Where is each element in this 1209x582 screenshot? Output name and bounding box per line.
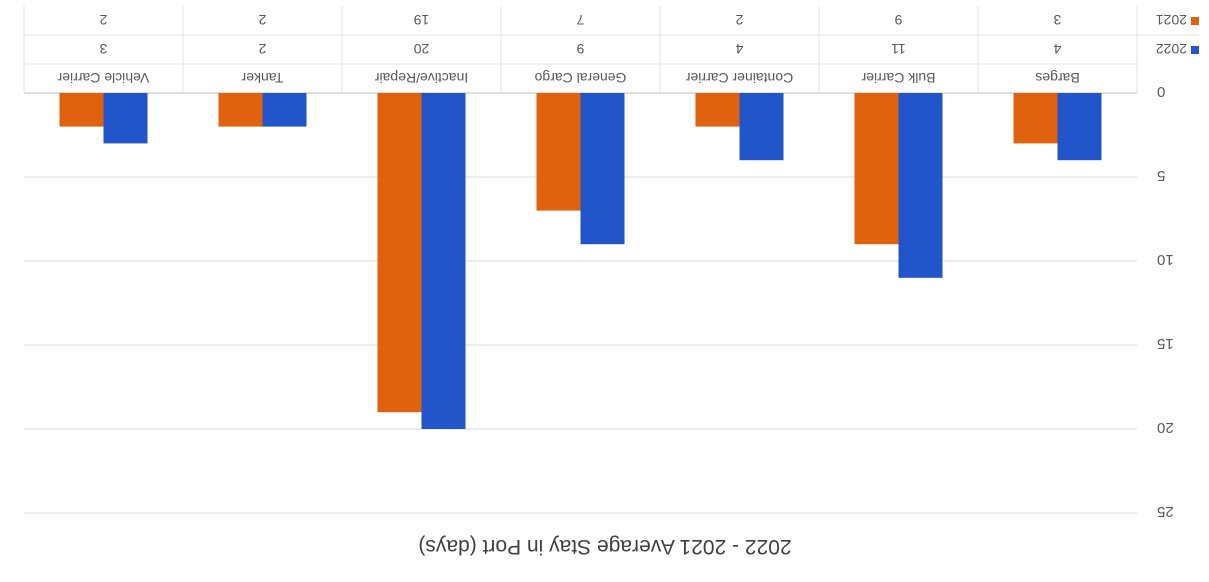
category-label: Container Carrier [685,70,793,86]
bar-2022-inactive-repair [421,93,466,429]
category-label: Barges [1035,70,1079,86]
y-tick-label: 5 [1157,167,1165,184]
y-tick-label: 15 [1157,335,1174,352]
y-tick-label: 20 [1157,419,1174,436]
bar-2021-bulk-carrier [854,93,899,245]
bar-2022-container-carrier [739,93,784,161]
data-label: 3 [99,41,107,57]
bar-2021-tanker [218,93,263,127]
category-label: Vehicle Carrier [57,70,149,86]
legend-label: 2021 [1156,12,1187,28]
data-label: 19 [414,12,430,28]
data-label: 4 [735,41,743,57]
y-tick-label: 25 [1157,503,1174,520]
data-label: 2 [258,12,266,28]
category-label: Tanker [241,70,283,86]
data-label: 2 [258,41,266,57]
legend-key-2021 [1191,17,1199,25]
bar-2022-tanker [262,93,307,127]
data-label: 9 [576,41,584,57]
data-label: 2 [735,12,743,28]
category-label: Bulk Carrier [861,70,935,86]
bar-2022-barges [1057,93,1102,161]
bar-2021-vehicle-carrier [59,93,104,127]
y-tick-label: 0 [1157,83,1165,100]
bar-2021-barges [1013,93,1058,144]
data-table: Barges 4 3 Bulk Carrier 11 9 Container Carrier… [23,6,1199,93]
bar-2021-general-cargo [536,93,581,211]
data-label: 3 [1053,12,1061,28]
data-label: 2 [99,12,107,28]
bars [59,93,1102,429]
legend-key-2022 [1191,46,1199,54]
bar-2022-bulk-carrier [898,93,943,278]
data-label: 7 [576,12,584,28]
bar-2022-vehicle-carrier [103,93,148,144]
data-label: 11 [891,41,906,57]
data-label: 4 [1053,41,1061,57]
category-label: Inactive/Repair [374,70,468,86]
y-axis: 0 5 10 15 20 25 [1157,83,1174,520]
legend-label: 2022 [1156,41,1187,57]
bar-2022-general-cargo [580,93,625,245]
data-label: 20 [414,41,430,57]
chart-title: 2022 - 2021 Average Stay in Port (days) [418,535,791,558]
data-label: 9 [894,12,902,28]
bar-2021-inactive-repair [377,93,422,413]
category-label: General Cargo [534,70,626,86]
y-tick-label: 10 [1157,251,1174,268]
bar-2021-container-carrier [695,93,740,127]
